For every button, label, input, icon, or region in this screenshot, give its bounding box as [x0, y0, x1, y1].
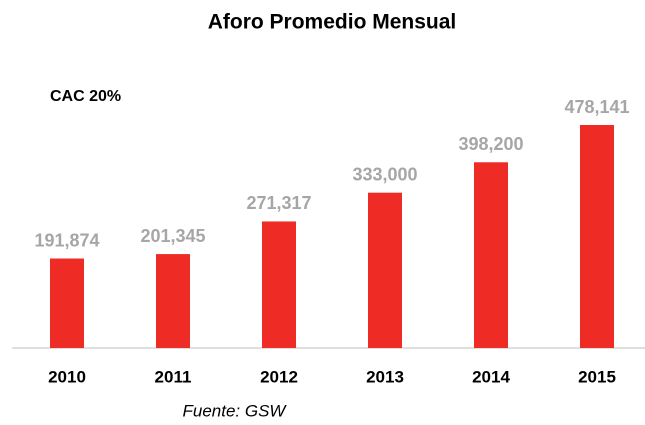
x-tick-label: 2015 [578, 367, 616, 386]
data-label: 398,200 [458, 134, 523, 154]
x-tick-label: 2012 [260, 367, 298, 386]
data-label: 201,345 [140, 226, 205, 246]
bar [368, 192, 402, 348]
x-tick-label: 2014 [472, 367, 510, 386]
data-label: 478,141 [564, 97, 629, 117]
bar [156, 254, 190, 348]
x-tick-label: 2013 [366, 367, 404, 386]
x-tick-label: 2010 [48, 367, 86, 386]
chart-title: Aforo Promedio Mensual [208, 11, 457, 34]
data-label: 191,874 [34, 230, 99, 250]
bar [474, 162, 508, 348]
annotation: CAC 20% [50, 88, 121, 105]
bar [50, 258, 84, 348]
data-label: 333,000 [352, 164, 417, 184]
data-label: 271,317 [246, 193, 311, 213]
x-tick-label: 2011 [155, 367, 192, 386]
bar [580, 125, 614, 348]
bar [262, 221, 296, 348]
source-note: Fuente: GSW [183, 401, 288, 420]
